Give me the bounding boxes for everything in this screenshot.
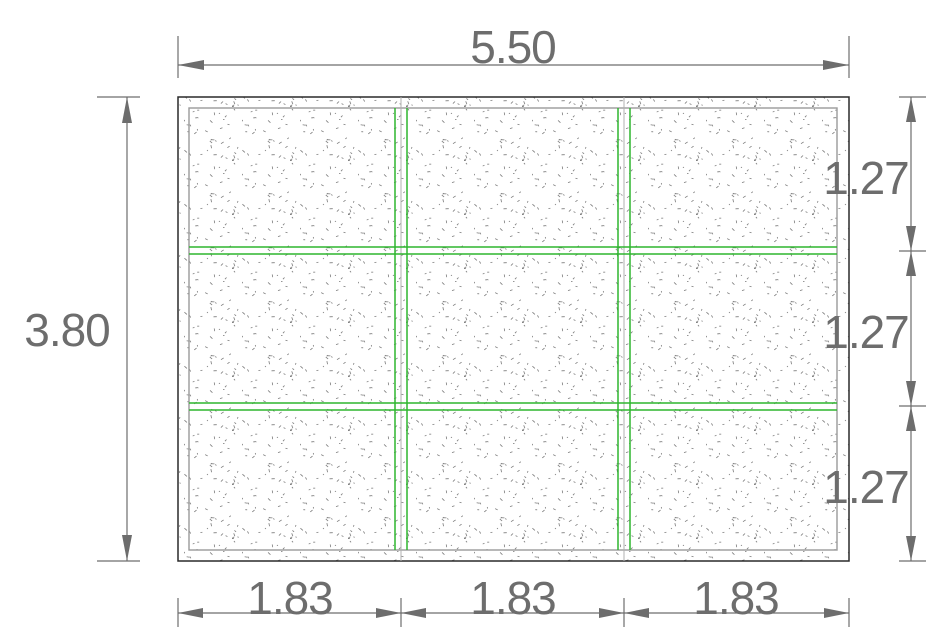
arrowhead-r1-top — [906, 97, 916, 122]
arrowhead-r3-bottom — [906, 536, 916, 561]
overall-height-label: 3.80 — [24, 304, 110, 356]
arrowhead-c2-right — [599, 608, 624, 618]
arrowhead-r1-bottom — [906, 226, 916, 251]
panel-division-lines — [400, 97, 625, 561]
row-height-label-1: 1.27 — [823, 152, 909, 204]
bottom-dimension-chain — [177, 598, 850, 627]
slab-panel — [177, 96, 850, 562]
arrowhead-c3-left — [624, 608, 649, 618]
column-width-label-3: 1.83 — [693, 572, 779, 624]
left-dimension — [97, 96, 140, 562]
arrowhead-c2-left — [401, 608, 426, 618]
horizontal-beam-1 — [189, 246, 837, 255]
overall-width-label: 5.50 — [470, 21, 556, 73]
arrowhead-r2-bottom — [906, 381, 916, 406]
row-height-label-2: 1.27 — [823, 306, 909, 358]
arrowhead-c3-right — [824, 608, 849, 618]
grid-beams — [189, 108, 837, 550]
row-height-label-3: 1.27 — [823, 461, 909, 513]
arrowhead-left — [178, 60, 204, 70]
arrowhead-r2-top — [906, 251, 916, 276]
vertical-beam-2 — [617, 108, 631, 550]
arrowhead-c1-left — [178, 608, 203, 618]
top-dimension — [177, 36, 850, 78]
arrowhead-c1-right — [376, 608, 401, 618]
arrowhead-right — [823, 60, 849, 70]
slab-inner-border — [188, 107, 838, 551]
horizontal-beam-2 — [189, 402, 837, 411]
column-width-label-2: 1.83 — [470, 572, 556, 624]
slab-outline — [177, 96, 850, 562]
arrowhead-top — [122, 97, 132, 123]
right-dimension-chain — [899, 96, 926, 562]
arrowhead-r3-top — [906, 406, 916, 431]
vertical-beam-1 — [394, 108, 408, 550]
arrowhead-bottom — [122, 535, 132, 561]
slab-hatch-fill — [178, 97, 849, 561]
column-width-label-1: 1.83 — [247, 572, 333, 624]
